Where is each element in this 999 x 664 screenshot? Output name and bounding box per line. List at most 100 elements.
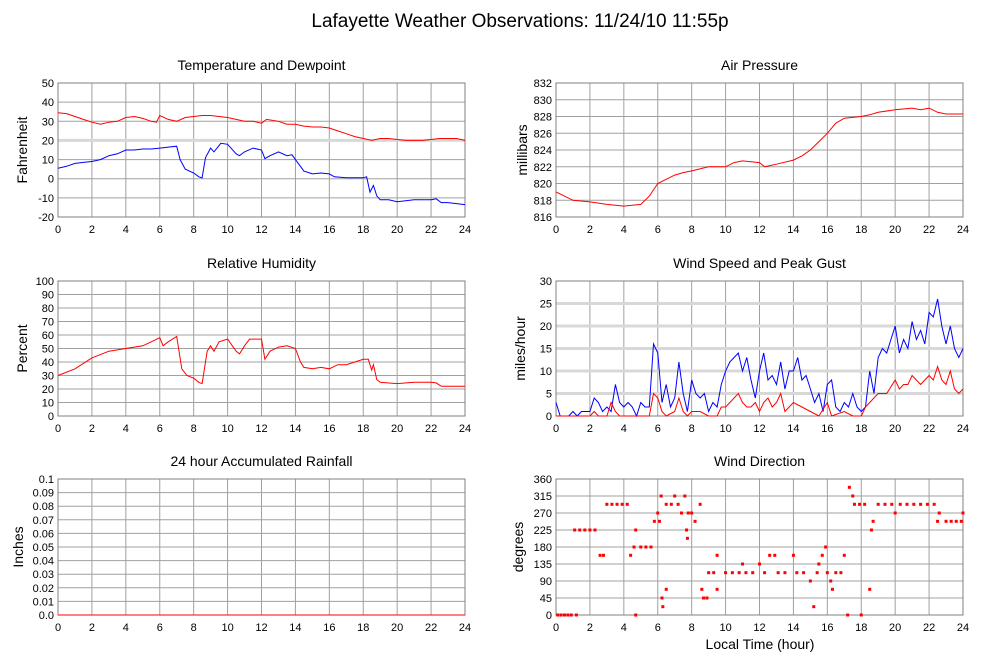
x-tick-label: 2 [587, 224, 593, 236]
y-tick-label: 135 [534, 559, 552, 571]
x-tick-label: 14 [289, 224, 301, 236]
scatter-point [649, 545, 653, 549]
scatter-point [852, 502, 856, 506]
scatter-point [839, 571, 843, 575]
x-tick-label: 10 [719, 622, 731, 634]
y-tick-label: 0.08 [33, 501, 54, 513]
x-tick-label: 24 [459, 622, 471, 634]
x-tick-label: 12 [255, 423, 267, 435]
y-tick-label: 30 [42, 371, 54, 383]
scatter-point [715, 553, 719, 557]
x-tick-label: 6 [157, 622, 163, 634]
y-axis-label: Inches [10, 526, 26, 567]
x-tick-label: 8 [689, 224, 695, 236]
scatter-point [859, 613, 863, 617]
x-tick-label: 8 [191, 423, 197, 435]
x-tick-label: 22 [923, 224, 935, 236]
y-tick-label: 20 [42, 384, 54, 396]
scatter-point [673, 494, 677, 498]
scatter-point [556, 613, 560, 617]
scatter-point [664, 502, 668, 506]
x-tick-label: 6 [655, 423, 661, 435]
x-tick-label: 4 [621, 224, 627, 236]
x-tick-label: 0 [55, 224, 61, 236]
x-tick-label: 20 [889, 622, 901, 634]
scatter-point [562, 613, 566, 617]
scatter-point [559, 613, 563, 617]
scatter-point [652, 519, 656, 523]
y-tick-label: 30 [42, 116, 54, 128]
panel-title: Wind Speed and Peak Gust [673, 255, 846, 271]
scatter-point [741, 562, 745, 566]
panel-title: 24 hour Accumulated Rainfall [170, 453, 352, 469]
scatter-point [693, 519, 697, 523]
scatter-point [868, 587, 872, 591]
x-tick-label: 18 [855, 622, 867, 634]
y-tick-label: 824 [534, 145, 552, 157]
x-tick-label: 10 [221, 224, 233, 236]
scatter-point [905, 502, 909, 506]
scatter-point [825, 571, 829, 575]
scatter-point [817, 562, 821, 566]
scatter-point [802, 571, 806, 575]
scatter-point [783, 571, 787, 575]
y-tick-label: 5 [546, 389, 552, 401]
scatter-point [700, 587, 704, 591]
scatter-point [705, 596, 709, 600]
x-tick-label: 0 [553, 224, 559, 236]
scatter-point [730, 571, 734, 575]
x-tick-label: 0 [55, 423, 61, 435]
scatter-point [795, 571, 799, 575]
x-tick-label: 2 [89, 423, 95, 435]
x-tick-label: 18 [357, 622, 369, 634]
y-tick-label: 20 [42, 135, 54, 147]
y-axis-label: Percent [14, 324, 30, 372]
y-tick-label: 45 [540, 593, 552, 605]
y-tick-label: 0.06 [33, 528, 54, 540]
panel-title: Relative Humidity [207, 255, 316, 271]
y-tick-label: 816 [534, 212, 552, 224]
scatter-point [566, 613, 570, 617]
x-tick-label: 6 [655, 622, 661, 634]
scatter-point [846, 613, 850, 617]
scatter-point [679, 511, 683, 515]
x-tick-label: 20 [391, 423, 403, 435]
x-axis-label-bottom: Local Time (hour) [706, 636, 815, 652]
y-tick-label: -20 [38, 212, 54, 224]
scatter-point [578, 528, 582, 532]
y-tick-label: 10 [540, 366, 552, 378]
scatter-point [936, 519, 940, 523]
x-tick-label: 16 [821, 622, 833, 634]
scatter-point [690, 511, 694, 515]
y-tick-label: 0.09 [33, 488, 54, 500]
x-tick-label: 4 [123, 622, 129, 634]
y-tick-label: 40 [42, 97, 54, 109]
scatter-point [851, 494, 855, 498]
scatter-point [773, 553, 777, 557]
y-tick-label: 315 [534, 491, 552, 503]
x-tick-label: 14 [787, 224, 799, 236]
scatter-point [791, 553, 795, 557]
x-tick-label: 22 [923, 423, 935, 435]
x-tick-label: 22 [425, 224, 437, 236]
x-tick-label: 4 [621, 622, 627, 634]
x-tick-label: 22 [425, 423, 437, 435]
scatter-point [890, 502, 894, 506]
y-axis-label: Fahrenheit [14, 116, 30, 183]
y-tick-label: -10 [38, 193, 54, 205]
series-line-dewpoint [57, 142, 466, 206]
y-tick-label: 830 [534, 95, 552, 107]
x-tick-label: 22 [923, 622, 935, 634]
y-tick-label: 0 [546, 610, 552, 622]
scatter-point [620, 502, 624, 506]
scatter-point [634, 528, 638, 532]
y-tick-label: 50 [42, 78, 54, 90]
scatter-point [751, 571, 755, 575]
scatter-point [883, 502, 887, 506]
scatter-point [712, 571, 716, 575]
x-tick-label: 18 [855, 224, 867, 236]
panel-title: Wind Direction [714, 453, 805, 469]
